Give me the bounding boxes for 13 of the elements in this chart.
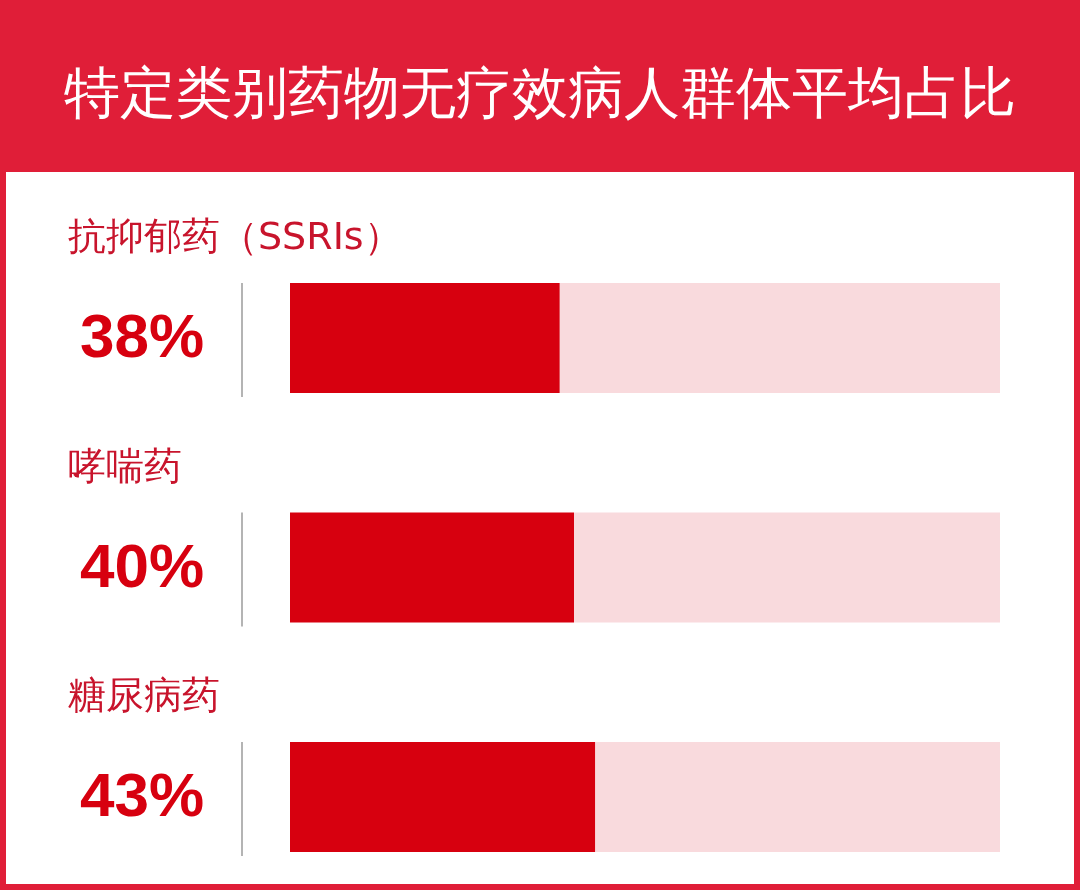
data-label: 38%: [79, 301, 205, 370]
data-label: 43%: [79, 760, 205, 829]
bar: [290, 283, 560, 393]
chart-title: 特定类别药物无疗效病人群体平均占比: [64, 60, 1016, 125]
y-tick-label: 糖尿病药: [68, 673, 220, 717]
data-label: 40%: [79, 530, 205, 600]
y-tick-label: 抗抑郁药（SSRIs）: [68, 214, 402, 258]
bar: [559, 283, 1000, 393]
y-tick-label: 哮喘药: [68, 443, 182, 488]
bar: [290, 742, 596, 852]
bar: [290, 512, 574, 623]
bar: [595, 742, 1000, 852]
bar: [574, 512, 1000, 623]
